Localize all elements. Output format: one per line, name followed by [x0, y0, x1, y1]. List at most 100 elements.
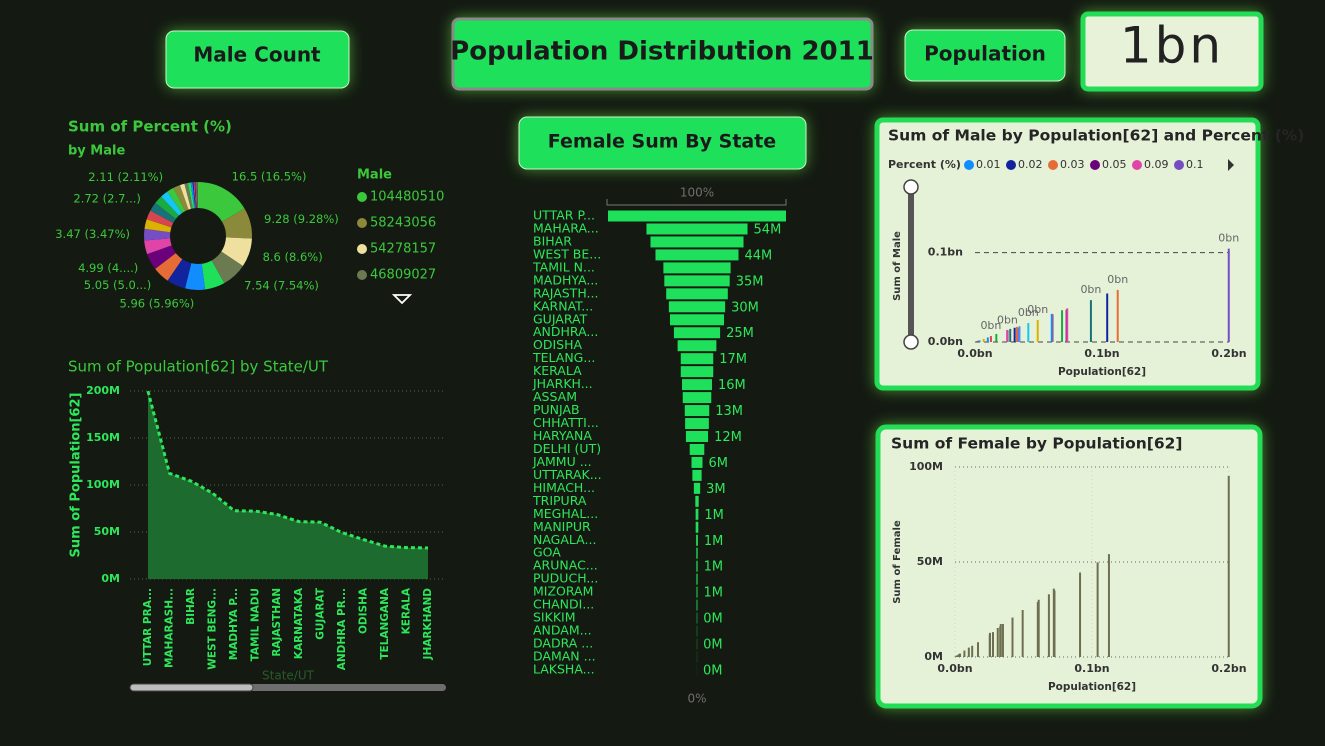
category-label: JHARKH... [532, 376, 593, 391]
x-tick-label: ODISHA [357, 587, 369, 634]
button-bg[interactable] [904, 29, 1066, 82]
data-label: 17M [719, 352, 747, 367]
data-label: 1M [704, 508, 724, 523]
data-label: 0bn [1018, 306, 1039, 319]
panels [518, 116, 1263, 709]
button-label[interactable]: Population [924, 42, 1046, 66]
chart-title: Sum of Female by Population[62] [891, 435, 1183, 453]
male-count-button[interactable]: Male Count [165, 30, 350, 89]
x-tick-label: WEST BENG... [207, 588, 219, 670]
pie-slice [144, 219, 172, 233]
category-label: JAMMU ... [532, 454, 592, 469]
funnel-bar [691, 456, 703, 468]
scrollbar-thumb[interactable] [129, 683, 254, 692]
pie-slice [198, 181, 245, 222]
card-bg [1080, 11, 1264, 92]
data-label: 16.5 (16.5%) [232, 169, 307, 183]
button-label[interactable]: Male Count [193, 43, 321, 67]
funnel-bar [608, 210, 786, 222]
data-label: 1M [704, 560, 724, 575]
x-tick-label: MAHARASH... [164, 588, 176, 668]
funnel-bar [695, 508, 699, 520]
x-tick-label: 0.0bn [957, 347, 992, 360]
y-tick-label: 0M [924, 650, 943, 663]
x-tick-label: MADHYA P... [228, 588, 240, 660]
card-value: 1bn [1120, 17, 1224, 75]
data-label: 1M [704, 586, 724, 601]
x-axis-title: Population[62] [1048, 681, 1136, 693]
y-axis-title: Sum of Population[62] [69, 393, 84, 558]
x-tick-label: UTTAR PRA... [142, 588, 154, 666]
pie-slice [194, 182, 197, 209]
funnel-bar [696, 586, 698, 598]
x-tick-label: ANDHRA PR... [336, 588, 348, 670]
x-tick-label: JHARKHAND [422, 588, 434, 661]
category-label: PUDUCH... [533, 571, 598, 586]
funnel-bar [680, 353, 714, 365]
legend-marker [1174, 160, 1184, 170]
category-label: RAJASTH... [533, 285, 598, 300]
legend-marker [1048, 160, 1058, 170]
category-label: KARNAT... [533, 298, 593, 313]
legend-more-arrow[interactable] [391, 294, 413, 305]
button-bg[interactable] [165, 30, 350, 89]
slider-handle[interactable] [903, 334, 919, 350]
x-tick-label: TAMIL NADU [250, 588, 262, 661]
funnel-bar [689, 443, 705, 455]
category-label: UTTARAK... [533, 467, 602, 482]
male-chart-panel [874, 117, 1261, 391]
pie-slice [167, 187, 186, 213]
x-tick-label: 0.2bn [1211, 347, 1246, 360]
data-label: 25M [726, 326, 754, 341]
pie-slice [193, 182, 197, 209]
data-label: 0M [703, 638, 723, 653]
data-label: 13M [715, 404, 743, 419]
funnel-bottom-label: 0% [687, 691, 706, 705]
y-tick-label: 100M [909, 460, 943, 473]
pie-slice [195, 182, 198, 209]
legend-marker [357, 270, 367, 280]
pie-slice [179, 183, 191, 210]
funnel-bar [666, 288, 728, 300]
x-tick-label: KERALA [400, 587, 412, 634]
pie-slice [185, 263, 206, 291]
y-axis-title: Sum of Male [892, 231, 903, 301]
pie-slice [173, 185, 189, 212]
y-tick-label: 150M [86, 431, 120, 444]
data-label: 6M [709, 456, 729, 471]
chart-title: Female Sum By State [548, 131, 776, 153]
y-tick-label: 50M [94, 525, 120, 538]
funnel-bar [696, 560, 698, 572]
pie-slice [144, 238, 172, 255]
slider-handle[interactable] [903, 179, 919, 195]
funnel-bar [655, 249, 739, 261]
legend-marker [357, 192, 367, 202]
legend-label: 0.09 [1144, 158, 1169, 171]
pie-slice [155, 253, 183, 281]
pie-slice [201, 260, 225, 290]
data-label: 0M [703, 612, 723, 627]
funnel-bar [664, 275, 730, 287]
pie-slice [144, 228, 171, 241]
pie-slice [192, 182, 196, 209]
x-tick-label: BIHAR [185, 588, 197, 625]
category-label: ARUNAC... [533, 558, 598, 573]
legend-label: 46809027 [370, 268, 436, 283]
y-tick-label: 0M [101, 572, 120, 585]
title-bg [451, 17, 874, 91]
population-button[interactable]: Population [904, 29, 1066, 82]
x-tick-label: TELANGANA [379, 587, 391, 659]
x-tick-label: 0.2bn [1211, 662, 1246, 675]
funnel-bar [680, 366, 714, 378]
legend-label: 0.02 [1018, 158, 1043, 171]
funnel-bar [692, 469, 702, 481]
funnel-bracket [606, 199, 787, 206]
legend-next-arrow[interactable] [1228, 159, 1234, 171]
category-label: ASSAM [533, 389, 577, 404]
data-label: 9.28 (9.28%) [264, 212, 339, 226]
category-label: DADRA ... [533, 636, 593, 651]
funnel-bar [646, 223, 748, 235]
